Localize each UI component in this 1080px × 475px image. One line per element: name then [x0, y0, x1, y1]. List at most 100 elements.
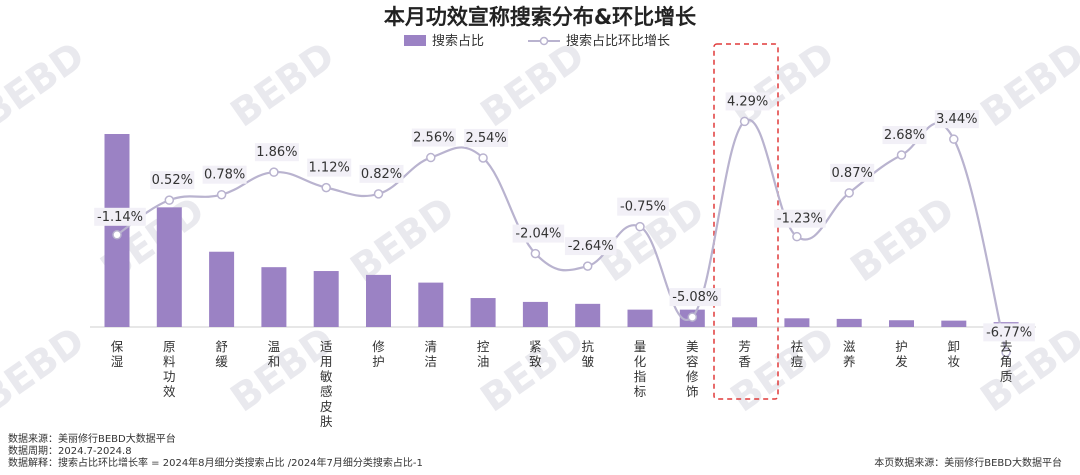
growth-point-适用敏感皮肤	[321, 182, 331, 193]
category-label-温和: 温和	[268, 339, 281, 369]
growth-label-bg	[830, 163, 875, 182]
growth-label-bg	[512, 224, 565, 243]
line-series: -1.14% 0.52% 0.78% 1.86% 1.12% 0.82% 2.56% 2.54…	[94, 92, 1035, 358]
x-axis-labels: 保湿 原料功效 舒缓 温和 适用敏感皮肤 修护 清洁 控油 紧致 抗皱 量化指标 美容修饰 芳香 祛痘 滋养…	[111, 339, 1013, 429]
growth-label-bg	[617, 197, 669, 216]
growth-label-美容修饰: -5.08%	[672, 290, 718, 305]
growth-label-控油: 2.54%	[465, 131, 506, 146]
bar-适用敏感皮肤	[313, 271, 339, 327]
bar-祛痘	[784, 318, 810, 327]
category-label-芳香: 芳香	[738, 339, 751, 369]
category-label-量化指标: 量化指标	[634, 339, 647, 399]
growth-point-温和	[269, 167, 279, 177]
growth-point-芳香	[739, 116, 750, 127]
bar-护发	[889, 320, 914, 327]
growth-point-滋养	[844, 188, 854, 198]
growth-line	[116, 118, 1008, 353]
watermark-text: BEBD	[723, 318, 843, 420]
growth-point-护发	[896, 150, 907, 160]
growth-point-清洁	[426, 152, 436, 163]
watermark-text: BEBD	[0, 33, 92, 135]
growth-label-保湿: -1.14%	[97, 210, 143, 225]
footer-right-source: 本页数据来源：美丽修行BEBD大数据平台	[874, 458, 1062, 469]
growth-label-bg	[411, 128, 456, 147]
category-label-护发: 护发	[895, 339, 908, 369]
bar-原料功效	[156, 207, 182, 327]
footer-period: 数据周期：2024.7-2024.8	[8, 446, 132, 457]
category-label-祛痘: 祛痘	[791, 339, 804, 369]
category-label-舒缓: 舒缓	[215, 339, 228, 369]
growth-point-量化指标	[635, 221, 645, 232]
growth-point-舒缓	[216, 189, 227, 200]
legend-line-marker	[539, 36, 549, 46]
growth-label-修护: 0.82%	[361, 167, 402, 182]
category-label-保湿: 保湿	[111, 339, 124, 369]
growth-point-美容修饰	[687, 312, 698, 322]
growth-label-bg	[202, 165, 247, 184]
growth-point-紧致	[530, 248, 541, 259]
growth-label-bg	[669, 288, 722, 307]
watermark-text: BEBD	[473, 318, 593, 420]
growth-label-bg	[564, 237, 617, 256]
bar-卸妆	[941, 320, 967, 327]
category-label-修护: 修护	[372, 339, 385, 369]
footer-source: 数据来源：美丽修行BEBD大数据平台	[8, 434, 176, 445]
category-label-美容修饰: 美容修饰	[686, 339, 699, 399]
bar-控油	[470, 298, 496, 327]
growth-label-原料功效: 0.52%	[152, 173, 193, 188]
category-label-抗皱: 抗皱	[581, 339, 594, 369]
bar-滋养	[836, 318, 862, 327]
category-label-清洁: 清洁	[425, 339, 438, 369]
growth-label-祛痘: -1.23%	[777, 212, 823, 227]
growth-point-卸妆	[949, 134, 959, 144]
growth-label-滋养: 0.87%	[832, 166, 873, 181]
category-label-适用敏感皮肤: 适用敏感皮肤	[320, 339, 333, 429]
watermark-text: BEBD	[223, 33, 343, 135]
growth-label-bg	[150, 171, 195, 190]
bar-芳香	[732, 317, 758, 327]
growth-point-保湿	[112, 230, 122, 240]
legend-bar-label: 搜索占比	[432, 34, 484, 49]
growth-label-量化指标: -0.75%	[620, 200, 666, 215]
growth-label-卸妆: 3.44%	[936, 112, 977, 127]
growth-label-bg	[934, 110, 979, 129]
growth-point-去角质	[1001, 347, 1011, 358]
growth-label-bg	[774, 209, 826, 228]
watermark-text: BEBD	[973, 33, 1080, 135]
category-label-滋养: 滋养	[843, 339, 856, 369]
category-label-原料功效: 原料功效	[163, 339, 176, 399]
legend-line-label: 搜索占比环比增长	[566, 34, 670, 49]
legend: 搜索占比 搜索占比环比增长	[404, 34, 670, 49]
growth-label-舒缓: 0.78%	[204, 168, 245, 183]
growth-label-bg	[725, 92, 770, 111]
bar-抗皱	[575, 303, 601, 327]
bar-series	[104, 134, 1019, 327]
growth-label-去角质: -6.77%	[986, 325, 1032, 340]
category-label-去角质: 去角质	[1000, 339, 1013, 384]
growth-label-护发: 2.68%	[884, 128, 925, 143]
footer-notes: 数据来源：美丽修行BEBD大数据平台 数据周期：2024.7-2024.8 数据…	[8, 434, 423, 470]
bar-温和	[261, 267, 287, 327]
growth-label-bg	[94, 207, 146, 226]
footer-note: 数据解释：搜索占比环比增长率 = 2024年8月细分类搜索占比 /2024年7月…	[8, 458, 423, 469]
growth-label-bg	[882, 126, 927, 145]
growth-label-紧致: -2.04%	[515, 227, 561, 242]
category-label-控油: 控油	[477, 339, 490, 369]
growth-label-温和: 1.86%	[256, 145, 297, 160]
growth-label-bg	[307, 158, 352, 177]
growth-point-修护	[373, 189, 384, 199]
bar-量化指标	[627, 309, 653, 327]
growth-label-bg	[359, 164, 404, 183]
growth-label-抗皱: -2.64%	[568, 239, 614, 254]
bar-清洁	[418, 282, 444, 327]
growth-label-芳香: 4.29%	[727, 94, 768, 109]
watermark-text: BEBD	[843, 188, 963, 290]
growth-label-适用敏感皮肤: 1.12%	[309, 161, 350, 176]
growth-point-原料功效	[164, 195, 175, 205]
bar-紧致	[522, 301, 548, 327]
category-label-卸妆: 卸妆	[948, 339, 961, 369]
growth-label-清洁: 2.56%	[413, 131, 454, 146]
legend-bar-swatch	[404, 35, 426, 46]
growth-point-祛痘	[792, 231, 802, 242]
